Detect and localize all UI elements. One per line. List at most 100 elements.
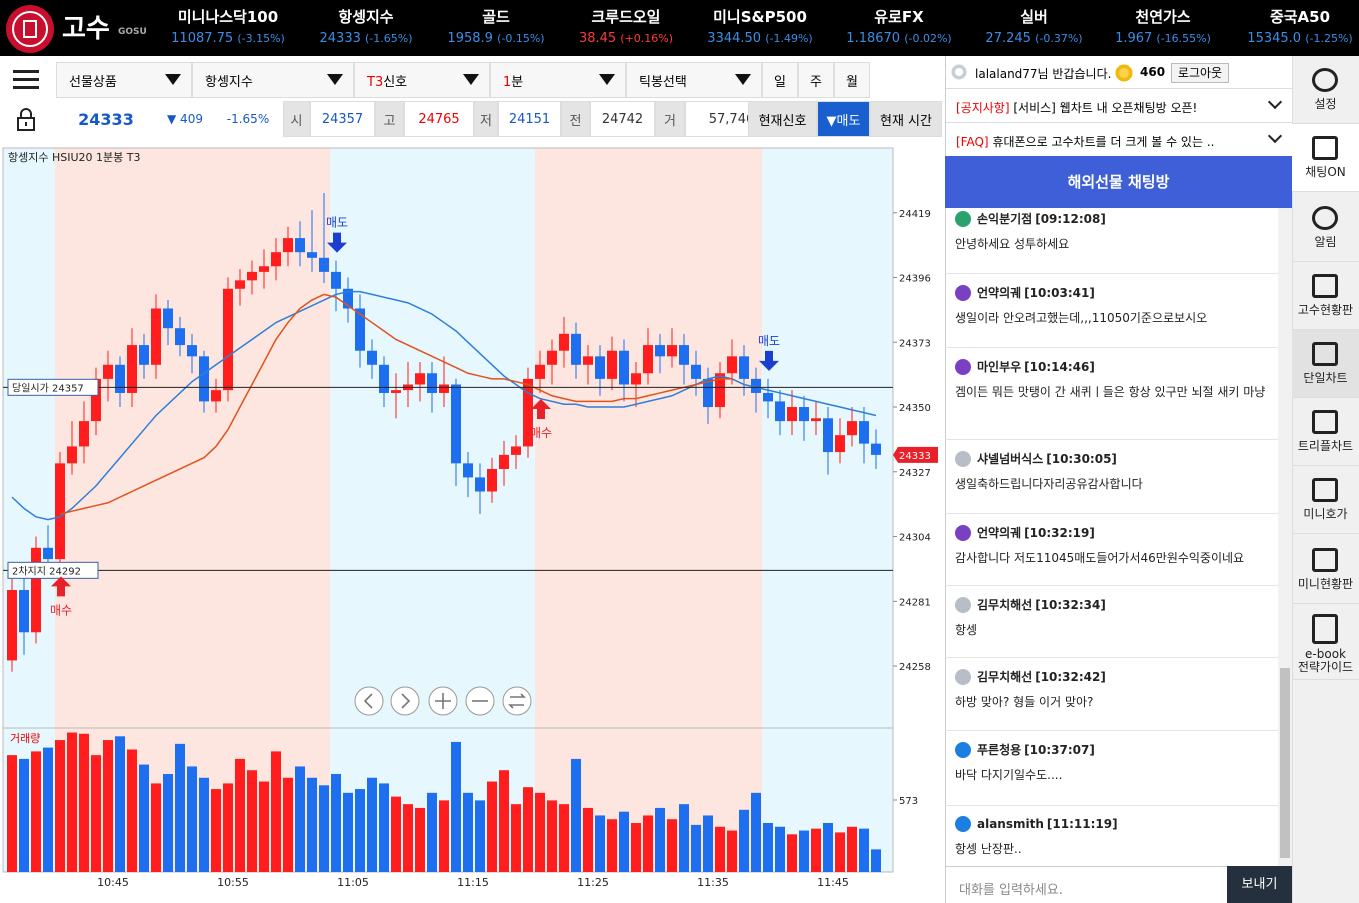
chevron [1267,94,1283,110]
volume-bar [763,822,773,872]
sidebar-item[interactable]: 단일차트 [1292,330,1359,398]
sidebar-item[interactable]: 미니호가 [1292,466,1359,534]
period-button[interactable]: 월 [834,62,870,98]
ticker-change: (-16.55%) [1156,32,1211,45]
volume-bar [703,815,713,872]
quote-percent: -1.65% [215,101,281,137]
nav-icon [508,693,526,709]
nav-button[interactable] [390,686,420,716]
volume-bar [343,792,353,872]
ticker-name: 미니나스닥100 [177,8,279,26]
notice[interactable]: [공지사항] [서비스] 웹차트 내 오픈채팅방 오픈! [946,88,1292,122]
y-tick-label: 24419 [899,209,931,220]
sell-arrow [759,350,779,371]
candle-body [811,418,821,422]
ticker-name: 천연가스 [1135,8,1191,26]
candle-body [799,407,809,422]
ticker-name: 항셍지수 [338,8,394,26]
sidebar-item[interactable]: 채팅ON [1292,124,1359,192]
chat-title: 해외선물 채팅방 [945,156,1292,208]
sidebar-item[interactable]: 설정 [1292,56,1359,124]
volume-bar [451,741,461,872]
sidebar-item[interactable]: 미니현황판 [1292,536,1359,604]
candle-body [223,288,233,391]
logout-button[interactable]: 로그아웃 [1171,63,1229,83]
greeting: lalaland77님 반갑습니다. [975,67,1112,81]
volume-bar [391,796,401,872]
sidebar-item[interactable]: 고수현황판 [1292,262,1359,330]
candle-body [163,308,173,329]
ticker-price: 27.245 [985,31,1031,46]
volume-bar [571,758,581,872]
candle-body [667,345,677,357]
sell-arrow [327,232,347,253]
ticker-change: (-0.02%) [904,32,952,45]
ticker: 실버 27.245 (-0.37%) [964,0,1104,46]
candle-body [439,384,449,393]
candle-body [859,421,869,444]
volume-bar [799,830,809,872]
dropdown[interactable]: 항셍지수 [192,62,354,98]
quote-field-label: 시 [283,101,310,137]
last-price-tag [893,446,938,463]
volume-bar [91,755,101,872]
lock-button[interactable] [0,101,52,137]
sidebar-item[interactable]: 트리플차트 [1292,398,1359,466]
volume-bar [607,819,617,872]
sidebar-item[interactable]: e-book 전략가이드 [1292,604,1359,680]
volume-bar [823,822,833,872]
candle-body [343,288,353,309]
nav-button[interactable] [502,686,532,716]
signal-label: 매도 [326,216,348,230]
period-button[interactable]: 일 [762,62,798,98]
level-label-box [7,378,99,396]
notice-text: [서비스] 웹차트 내 오픈채팅방 오픈! [1013,101,1198,115]
volume-bar [19,758,29,872]
ticker-quote: 15345.0 (-1.25%) [1230,31,1359,46]
volume-bar [175,743,185,872]
send-button[interactable]: 보내기 [1227,866,1292,903]
notice[interactable]: [FAQ] 휴대폰으로 고수차트를 더 크게 볼 수 있는 .. [946,122,1292,156]
candle-body [367,350,377,365]
ticker-price: 38.45 [578,31,617,46]
candle-body [271,252,281,267]
candle-body [91,378,101,422]
y-tick-label: 24327 [899,468,931,479]
ticker-price: 11087.75 [171,31,234,46]
signal-label: 매수 [530,426,552,440]
dropdown[interactable]: 선물상품 [56,62,192,98]
volume-bar [295,766,305,872]
point-icon [1115,64,1133,82]
sidebar-icon [1312,548,1338,572]
ticker-price: 3344.50 [707,31,762,46]
volume-tick-label: 573 [899,796,918,807]
candle-body [415,373,425,385]
ticker-change: (-1.49%) [765,32,813,45]
sidebar-item[interactable]: 알림 [1292,194,1359,262]
volume-bar [103,740,113,872]
chat-input[interactable]: 대화를 입력하세요. [945,866,1227,903]
ticker-name: 중국A50 [1269,8,1331,26]
volume-bar [847,826,857,872]
ticker-quote: 1.18670 (-0.02%) [829,31,969,46]
x-tick-label: 11:05 [337,876,369,889]
candle-body [283,238,293,253]
candle-body [715,373,725,408]
x-tick-label: 10:45 [97,876,129,889]
sidebar-label: 알림 [1314,235,1337,249]
dropdown[interactable]: 틱봉선택 [626,62,762,98]
volume-bar [319,785,329,872]
menu-button[interactable] [0,62,52,98]
dropdown[interactable]: T3신호 [354,62,490,98]
x-tick-label: 11:15 [457,876,489,889]
sidebar-label: 미니호가 [1303,507,1348,521]
sidebar-label: 설정 [1314,97,1337,111]
dropdown[interactable]: 1분 [490,62,626,98]
nav-button[interactable] [354,686,384,716]
period-button[interactable]: 주 [798,62,834,98]
candle-body [655,345,665,357]
volume-bar [307,777,317,872]
candle-body [595,356,605,379]
candle-body [43,547,53,560]
level-label: 당일시가 24357 [12,382,84,394]
